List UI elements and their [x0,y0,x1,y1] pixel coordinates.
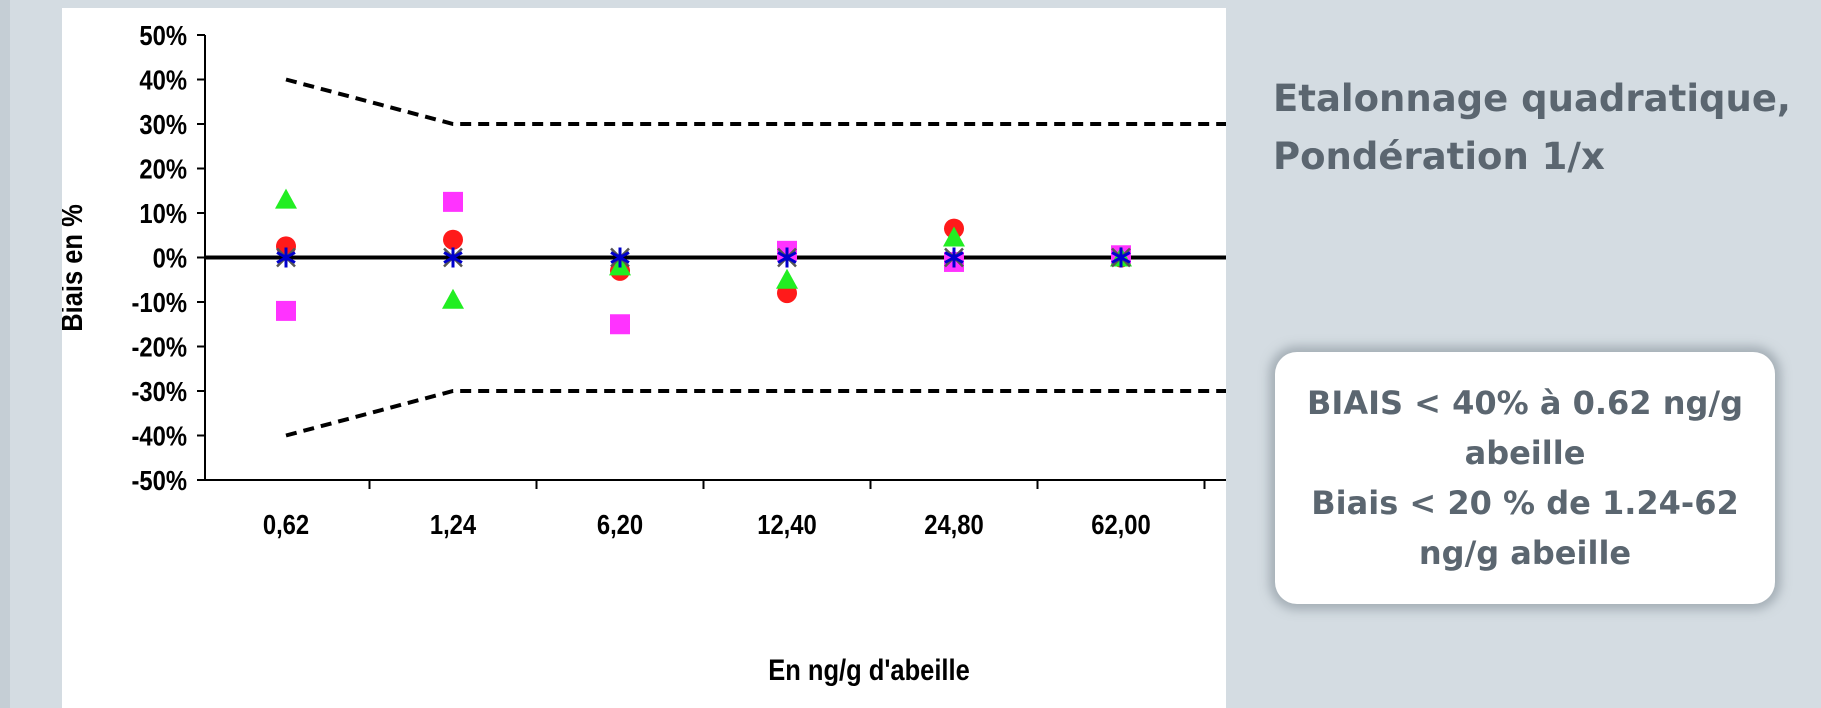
data-point-triangle [943,226,965,247]
y-tick-label: -30% [131,375,187,407]
note-line-4: ng/g abeille [1418,534,1632,572]
y-tick-label: 30% [139,108,187,140]
lower-limit-line [285,389,1226,438]
x-tick-label: 0,62 [263,508,309,540]
data-point-star [777,247,797,268]
bias-chart: 50% 40% 30% 20% 10% 0% -10% -20% -30% -40% -50% 0,6… [62,19,1226,686]
x-axis-label: En ng/g d'abeille [768,653,970,686]
data-point-triangle [275,188,297,209]
data-point-square [443,191,463,212]
chart-panel: 50% 40% 30% 20% 10% 0% -10% -20% -30% -40% -50% 0,6… [62,8,1226,708]
data-point-square [276,300,296,321]
data-point-star [443,247,463,268]
y-tick-label: 40% [139,64,187,96]
x-tick-label: 62,00 [1091,508,1151,540]
data-point-triangle [776,268,798,289]
note-line-2: abeille [1464,434,1586,472]
data-point-star [610,247,630,268]
y-tick-label: -40% [131,420,187,452]
side-title-line-1: Etalonnage quadratique, [1273,77,1791,120]
data-point-star [276,247,296,268]
y-tick-label: 0% [153,242,187,274]
x-tick-label: 1,24 [430,508,477,540]
slide-left-edge [0,0,10,708]
bias-note-box: BIAIS < 40% à 0.62 ng/g abeille Biais < … [1275,352,1775,604]
y-tick-label: 50% [139,19,187,51]
side-title-line-2: Pondération 1/x [1273,135,1605,178]
data-point-circle [443,229,463,250]
y-tick-label: -10% [131,286,187,318]
side-title: Etalonnage quadratique, Pondération 1/x [1273,70,1793,186]
data-point-triangle [442,288,464,309]
x-tick-label: 12,40 [757,508,817,540]
y-tick-label: 20% [139,153,187,185]
data-point-star [1111,247,1131,268]
y-tick-label: -20% [131,331,187,363]
note-line-1: BIAIS < 40% à 0.62 ng/g [1307,384,1743,422]
data-point-square [610,314,630,335]
upper-limit-line [285,77,1226,126]
y-axis-label: Biais en % [62,204,88,332]
y-tick-label: -50% [131,464,187,496]
y-tick-label: 10% [139,197,187,229]
x-tick-label: 6,20 [597,508,643,540]
data-point-star [944,247,964,268]
x-tick-label: 24,80 [924,508,984,540]
note-line-3: Biais < 20 % de 1.24-62 [1311,484,1739,522]
